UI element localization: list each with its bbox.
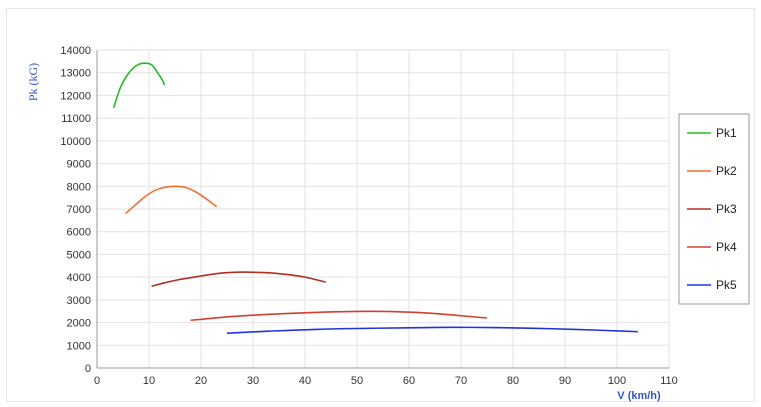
x-tick-label: 90 bbox=[559, 375, 571, 387]
x-axis-title: V (km/h) bbox=[617, 390, 661, 402]
series-line-pk2 bbox=[125, 185, 218, 215]
legend-label-pk3: Pk3 bbox=[716, 202, 737, 216]
series-line-pk5 bbox=[226, 326, 638, 334]
series-line-pk3 bbox=[151, 271, 326, 287]
x-tick-label: 40 bbox=[299, 375, 311, 387]
legend-label-pk5: Pk5 bbox=[716, 278, 737, 292]
y-tick-label: 1000 bbox=[67, 340, 91, 352]
chart-frame bbox=[6, 8, 755, 402]
y-tick-label: 2000 bbox=[67, 318, 91, 330]
y-tick-label: 4000 bbox=[67, 272, 91, 284]
x-tick-label: 10 bbox=[143, 375, 155, 387]
y-tick-label: 10000 bbox=[60, 136, 91, 148]
x-tick-label: 100 bbox=[608, 375, 626, 387]
x-tick-label: 30 bbox=[247, 375, 259, 387]
x-tick-label: 60 bbox=[403, 375, 415, 387]
legend-label-pk2: Pk2 bbox=[716, 164, 737, 178]
y-tick-label: 9000 bbox=[67, 159, 91, 171]
y-tick-label: 7000 bbox=[67, 204, 91, 216]
y-tick-label: 8000 bbox=[67, 181, 91, 193]
series-line-pk1 bbox=[112, 62, 166, 109]
legend-label-pk4: Pk4 bbox=[716, 240, 737, 254]
legend-label-pk1: Pk1 bbox=[716, 126, 737, 140]
y-tick-label: 11000 bbox=[61, 113, 91, 125]
y-tick-label: 0 bbox=[85, 363, 91, 375]
x-tick-label: 80 bbox=[507, 375, 519, 387]
series-line-pk4 bbox=[190, 310, 488, 322]
y-tick-label: 6000 bbox=[67, 227, 91, 239]
x-tick-label: 20 bbox=[195, 375, 207, 387]
y-axis-title: Pk (kG) bbox=[26, 63, 40, 101]
y-tick-label: 12000 bbox=[60, 90, 91, 102]
y-tick-label: 3000 bbox=[67, 295, 91, 307]
x-tick-label: 50 bbox=[351, 375, 363, 387]
x-tick-label: 110 bbox=[660, 375, 678, 387]
y-tick-label: 14000 bbox=[60, 45, 91, 57]
x-tick-label: 70 bbox=[455, 375, 467, 387]
y-tick-label: 13000 bbox=[60, 68, 91, 80]
x-tick-label: 0 bbox=[94, 375, 100, 387]
y-tick-label: 5000 bbox=[67, 249, 91, 261]
